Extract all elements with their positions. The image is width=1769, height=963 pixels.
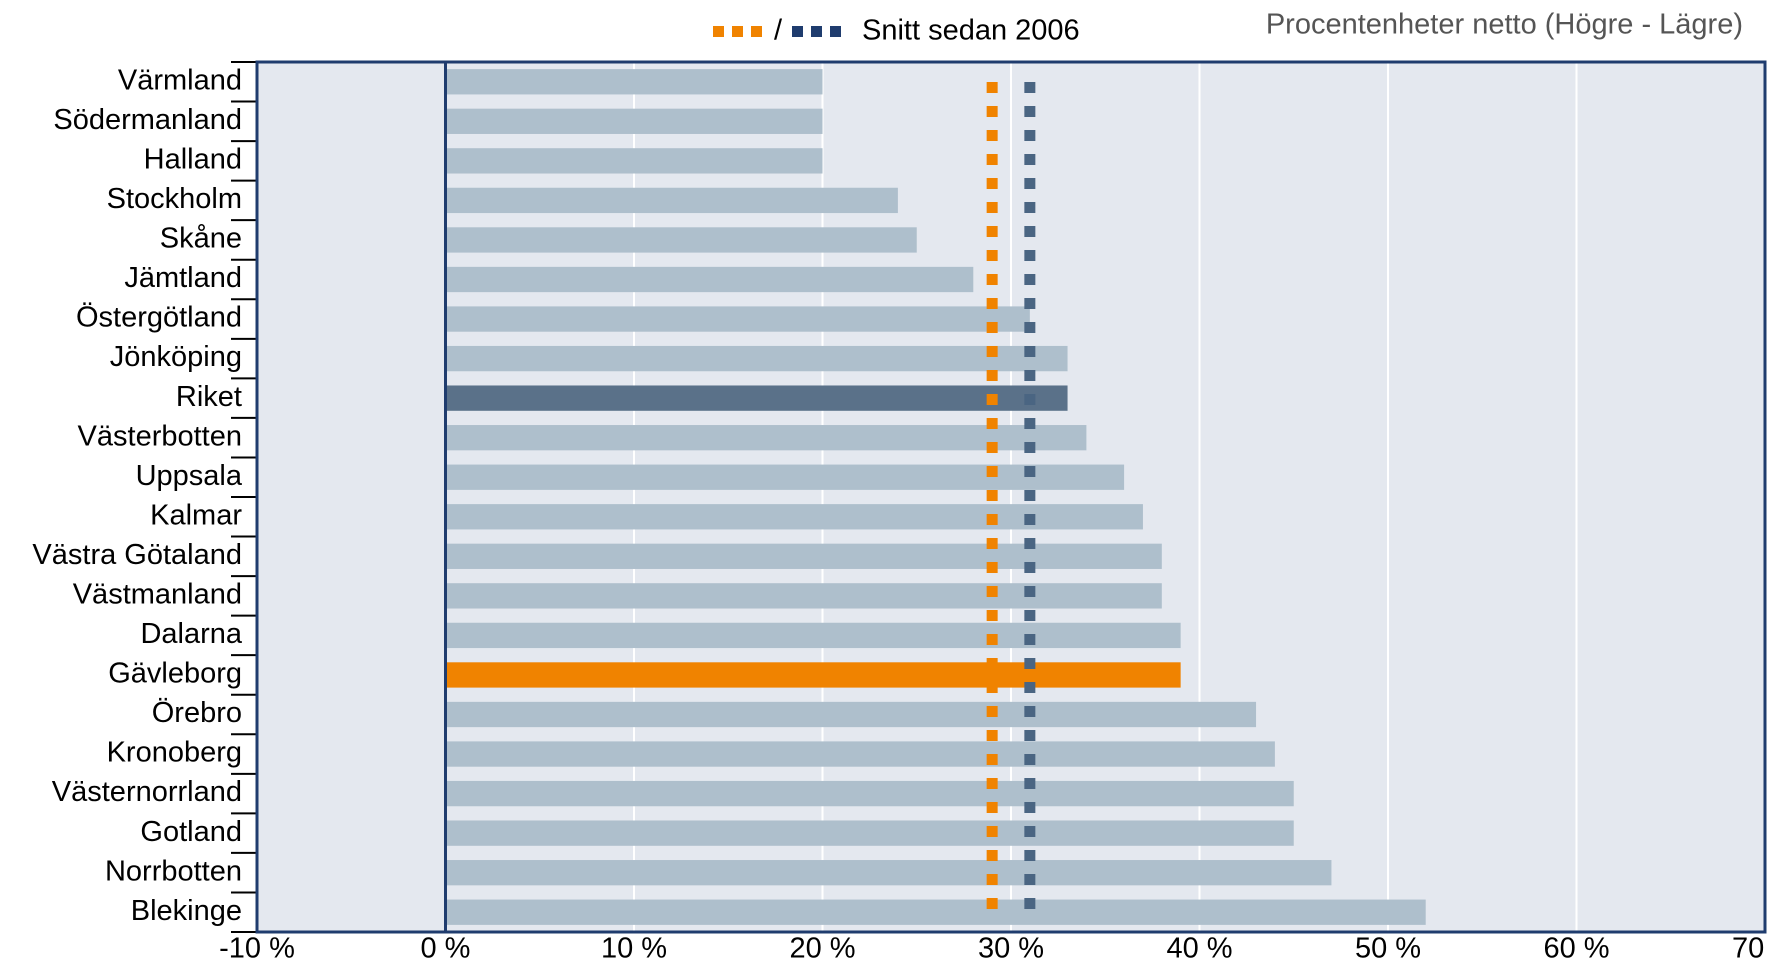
y-tick-label: Gävleborg xyxy=(108,658,242,690)
chart-subtitle: Procentenheter netto (Högre - Lägre) xyxy=(1266,9,1743,41)
bar xyxy=(445,860,1332,886)
bar xyxy=(445,148,823,174)
legend-swatch xyxy=(732,26,743,37)
y-tick-label: Halland xyxy=(144,144,242,176)
bar xyxy=(445,187,898,214)
y-tick-label: Jämtland xyxy=(124,262,242,294)
bar xyxy=(445,464,1125,490)
bar xyxy=(445,266,974,293)
x-tick-label: 0 % xyxy=(421,933,471,963)
legend-separator: / xyxy=(774,15,783,47)
y-tick-label: Kalmar xyxy=(150,499,242,531)
bar xyxy=(445,425,1087,451)
x-tick-label: 60 % xyxy=(1543,933,1609,963)
y-tick-label: Södermanland xyxy=(53,104,242,136)
legend-swatch xyxy=(811,26,822,37)
legend-swatch xyxy=(713,26,724,37)
bar xyxy=(445,622,1181,649)
x-tick-label: 70 % xyxy=(1732,933,1769,963)
bar xyxy=(445,385,1068,411)
legend-label: Snitt sedan 2006 xyxy=(862,15,1080,47)
bar xyxy=(445,741,1275,767)
bar xyxy=(445,583,1162,609)
bar xyxy=(445,504,1143,530)
x-tick-label: 40 % xyxy=(1166,933,1232,963)
x-tick-label: 30 % xyxy=(978,933,1044,963)
y-tick-label: Västmanland xyxy=(73,579,242,611)
y-tick-label: Värmland xyxy=(118,64,242,96)
legend-swatch xyxy=(751,26,762,37)
bar xyxy=(445,899,1426,925)
y-tick-label: Västra Götaland xyxy=(32,539,242,571)
y-tick-label: Västernorrland xyxy=(52,776,242,808)
bar xyxy=(445,820,1294,846)
bar xyxy=(445,108,823,134)
x-tick-label: -10 % xyxy=(219,933,295,963)
y-tick-label: Norrbotten xyxy=(105,855,242,887)
bar xyxy=(445,780,1294,807)
y-tick-label: Jönköping xyxy=(110,341,242,373)
x-tick-label: 20 % xyxy=(789,933,855,963)
y-tick-label: Dalarna xyxy=(140,618,242,650)
bar xyxy=(445,543,1162,569)
y-tick-label: Kronoberg xyxy=(107,737,242,769)
y-tick-label: Örebro xyxy=(152,697,242,729)
bar xyxy=(445,701,1257,728)
bar xyxy=(445,227,917,253)
bar xyxy=(445,345,1068,372)
legend-swatch xyxy=(792,26,803,37)
y-tick-label: Stockholm xyxy=(107,183,242,215)
bar xyxy=(445,69,823,95)
y-tick-label: Uppsala xyxy=(136,460,243,492)
y-tick-label: Blekinge xyxy=(131,895,242,927)
legend-swatch xyxy=(830,26,841,37)
plot-border xyxy=(255,60,1767,934)
y-tick-label: Östergötland xyxy=(76,302,242,334)
y-tick-label: Gotland xyxy=(140,816,242,848)
x-tick-label: 10 % xyxy=(601,933,667,963)
y-tick-label: Västerbotten xyxy=(78,420,242,452)
x-tick-label: 50 % xyxy=(1355,933,1421,963)
bar xyxy=(445,306,1030,332)
y-tick-label: Riket xyxy=(176,381,242,413)
bar xyxy=(445,662,1181,688)
y-tick-label: Skåne xyxy=(160,223,242,255)
